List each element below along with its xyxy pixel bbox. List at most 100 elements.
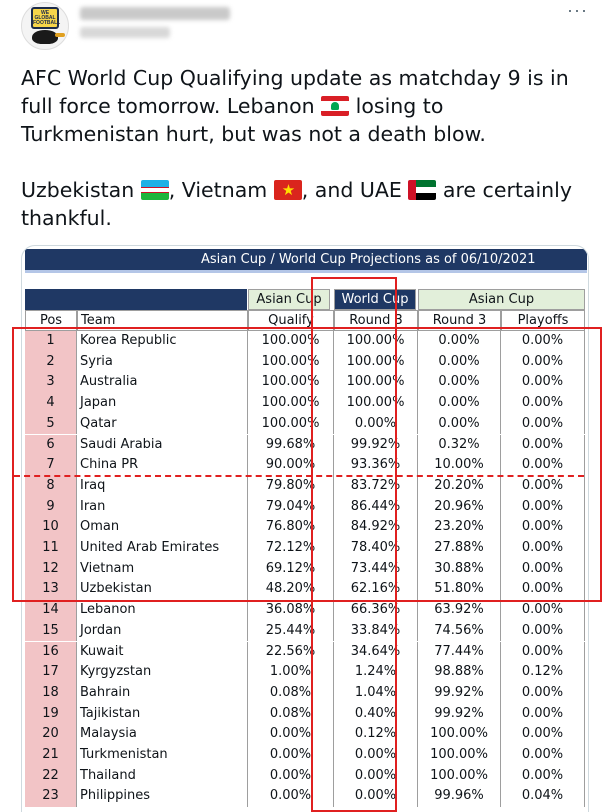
cell-qualify: 79.04%: [248, 496, 334, 518]
cell-ac-round3: 0.00%: [418, 372, 501, 394]
cell-pos: 15: [25, 620, 77, 642]
cell-team: Uzbekistan: [77, 579, 248, 601]
cell-team: Kuwait: [77, 641, 248, 663]
vietnam-flag-icon: ★: [273, 180, 302, 200]
tweet-text-segment: thankful.: [21, 206, 112, 230]
cutoff-dashed-line: [14, 475, 584, 477]
tweet-text-segment: full force tomorrow. Lebanon: [21, 94, 322, 118]
cell-wc-round3: 78.40%: [334, 538, 418, 559]
cell-playoffs: 0.00%: [501, 434, 585, 456]
table-row: 8 Iraq 79.80% 83.72% 20.20% 0.00%: [22, 475, 588, 497]
tweet-text-segment: Uzbekistan: [21, 178, 141, 202]
cell-wc-round3: 86.44%: [334, 496, 418, 518]
cell-qualify: 100.00%: [248, 393, 334, 414]
table-row: 14 Lebanon 36.08% 66.36% 63.92% 0.00%: [22, 600, 588, 621]
display-name-blurred[interactable]: [80, 7, 230, 20]
cell-wc-round3: 1.24%: [334, 662, 418, 683]
cell-team: Thailand: [77, 765, 248, 787]
group-header-asian-cup-2: Asian Cup: [418, 289, 585, 310]
cell-pos: 2: [25, 351, 77, 373]
cell-pos: 16: [25, 641, 77, 663]
cell-team: Turkmenistan: [77, 745, 248, 766]
cell-pos: 19: [25, 703, 77, 725]
cell-wc-round3: 0.00%: [334, 413, 418, 435]
cell-wc-round3: 0.12%: [334, 724, 418, 745]
cell-team: China PR: [77, 455, 248, 476]
cell-pos: 3: [25, 372, 77, 394]
cell-ac-round3: 100.00%: [418, 724, 501, 745]
cell-wc-round3: 62.16%: [334, 579, 418, 601]
cell-qualify: 25.44%: [248, 620, 334, 642]
cell-pos: 9: [25, 496, 77, 518]
cell-wc-round3: 0.00%: [334, 745, 418, 766]
cell-ac-round3: 100.00%: [418, 765, 501, 787]
bird-icon: [32, 30, 58, 44]
more-options-icon[interactable]: ···: [567, 0, 588, 20]
cell-playoffs: 0.00%: [501, 703, 585, 725]
cell-playoffs: 0.00%: [501, 372, 585, 394]
cell-ac-round3: 77.44%: [418, 641, 501, 663]
cell-ac-round3: 30.88%: [418, 558, 501, 580]
cell-team: Malaysia: [77, 724, 248, 745]
cell-wc-round3: 99.92%: [334, 434, 418, 456]
cell-playoffs: 0.00%: [501, 620, 585, 642]
cell-pos: 14: [25, 600, 77, 621]
cell-qualify: 79.80%: [248, 475, 334, 497]
logo-badge: WE GLOBAL FOOTBALL: [31, 7, 60, 29]
cell-ac-round3: 0.32%: [418, 434, 501, 456]
cell-playoffs: 0.00%: [501, 517, 585, 538]
tweet-line: thankful.: [21, 204, 581, 232]
cell-wc-round3: 100.00%: [334, 372, 418, 394]
table-row: 13 Uzbekistan 48.20% 62.16% 51.80% 0.00%: [22, 579, 588, 601]
avatar[interactable]: WE GLOBAL FOOTBALL: [21, 2, 69, 50]
table-row: 23 Philippines 0.00% 0.00% 99.96% 0.04%: [22, 786, 588, 808]
table-row: 17 Kyrgyzstan 1.00% 1.24% 98.88% 0.12%: [22, 662, 588, 683]
cell-pos: 20: [25, 724, 77, 745]
world-cup-column-highlight: [311, 277, 397, 812]
cell-playoffs: 0.00%: [501, 496, 585, 518]
cell-team: Tajikistan: [77, 703, 248, 725]
cell-pos: 21: [25, 745, 77, 766]
cell-pos: 7: [25, 455, 77, 476]
cell-team: Japan: [77, 393, 248, 414]
table-row: 1 Korea Republic 100.00% 100.00% 0.00% 0.00%: [22, 331, 588, 352]
table-row: 7 China PR 90.00% 93.36% 10.00% 0.00%: [22, 455, 588, 476]
cell-qualify: 0.00%: [248, 765, 334, 787]
cell-ac-round3: 0.00%: [418, 393, 501, 414]
cell-qualify: 99.68%: [248, 434, 334, 456]
handle-blurred[interactable]: [80, 27, 170, 38]
cell-qualify: 0.00%: [248, 745, 334, 766]
cell-playoffs: 0.00%: [501, 413, 585, 435]
cell-ac-round3: 0.00%: [418, 351, 501, 373]
image-attachment[interactable]: Asian Cup / World Cup Projections as of …: [21, 245, 589, 812]
cell-pos: 18: [25, 682, 77, 704]
cell-pos: 11: [25, 538, 77, 559]
cell-playoffs: 0.00%: [501, 600, 585, 621]
cell-wc-round3: 100.00%: [334, 331, 418, 352]
cell-ac-round3: 74.56%: [418, 620, 501, 642]
cell-qualify: 0.08%: [248, 703, 334, 725]
cell-pos: 1: [25, 331, 77, 352]
tweet-text-segment: AFC World Cup Qualifying update as match…: [21, 66, 569, 90]
tweet-text-segment: , and UAE: [301, 178, 409, 202]
tweet-header: WE GLOBAL FOOTBALL ···: [0, 0, 610, 56]
uzbekistan-flag-icon: [140, 180, 169, 200]
cell-team: Oman: [77, 517, 248, 538]
cell-playoffs: 0.00%: [501, 393, 585, 414]
table-row: 22 Thailand 0.00% 0.00% 100.00% 0.00%: [22, 765, 588, 787]
tweet-body: AFC World Cup Qualifying update as match…: [21, 64, 581, 232]
cell-team: Iran: [77, 496, 248, 518]
cell-team: Jordan: [77, 620, 248, 642]
group-header-asian-cup: Asian Cup: [248, 289, 330, 310]
cell-qualify: 0.08%: [248, 682, 334, 704]
tweet-line: AFC World Cup Qualifying update as match…: [21, 64, 581, 92]
table-row: 20 Malaysia 0.00% 0.12% 100.00% 0.00%: [22, 724, 588, 745]
table-row: 5 Qatar 100.00% 0.00% 0.00% 0.00%: [22, 413, 588, 435]
cell-team: Korea Republic: [77, 331, 248, 352]
cell-team: Syria: [77, 351, 248, 373]
cell-ac-round3: 51.80%: [418, 579, 501, 601]
cell-qualify: 36.08%: [248, 600, 334, 621]
cell-playoffs: 0.00%: [501, 765, 585, 787]
cell-qualify: 90.00%: [248, 455, 334, 476]
top-13-highlight-box: [12, 327, 602, 602]
